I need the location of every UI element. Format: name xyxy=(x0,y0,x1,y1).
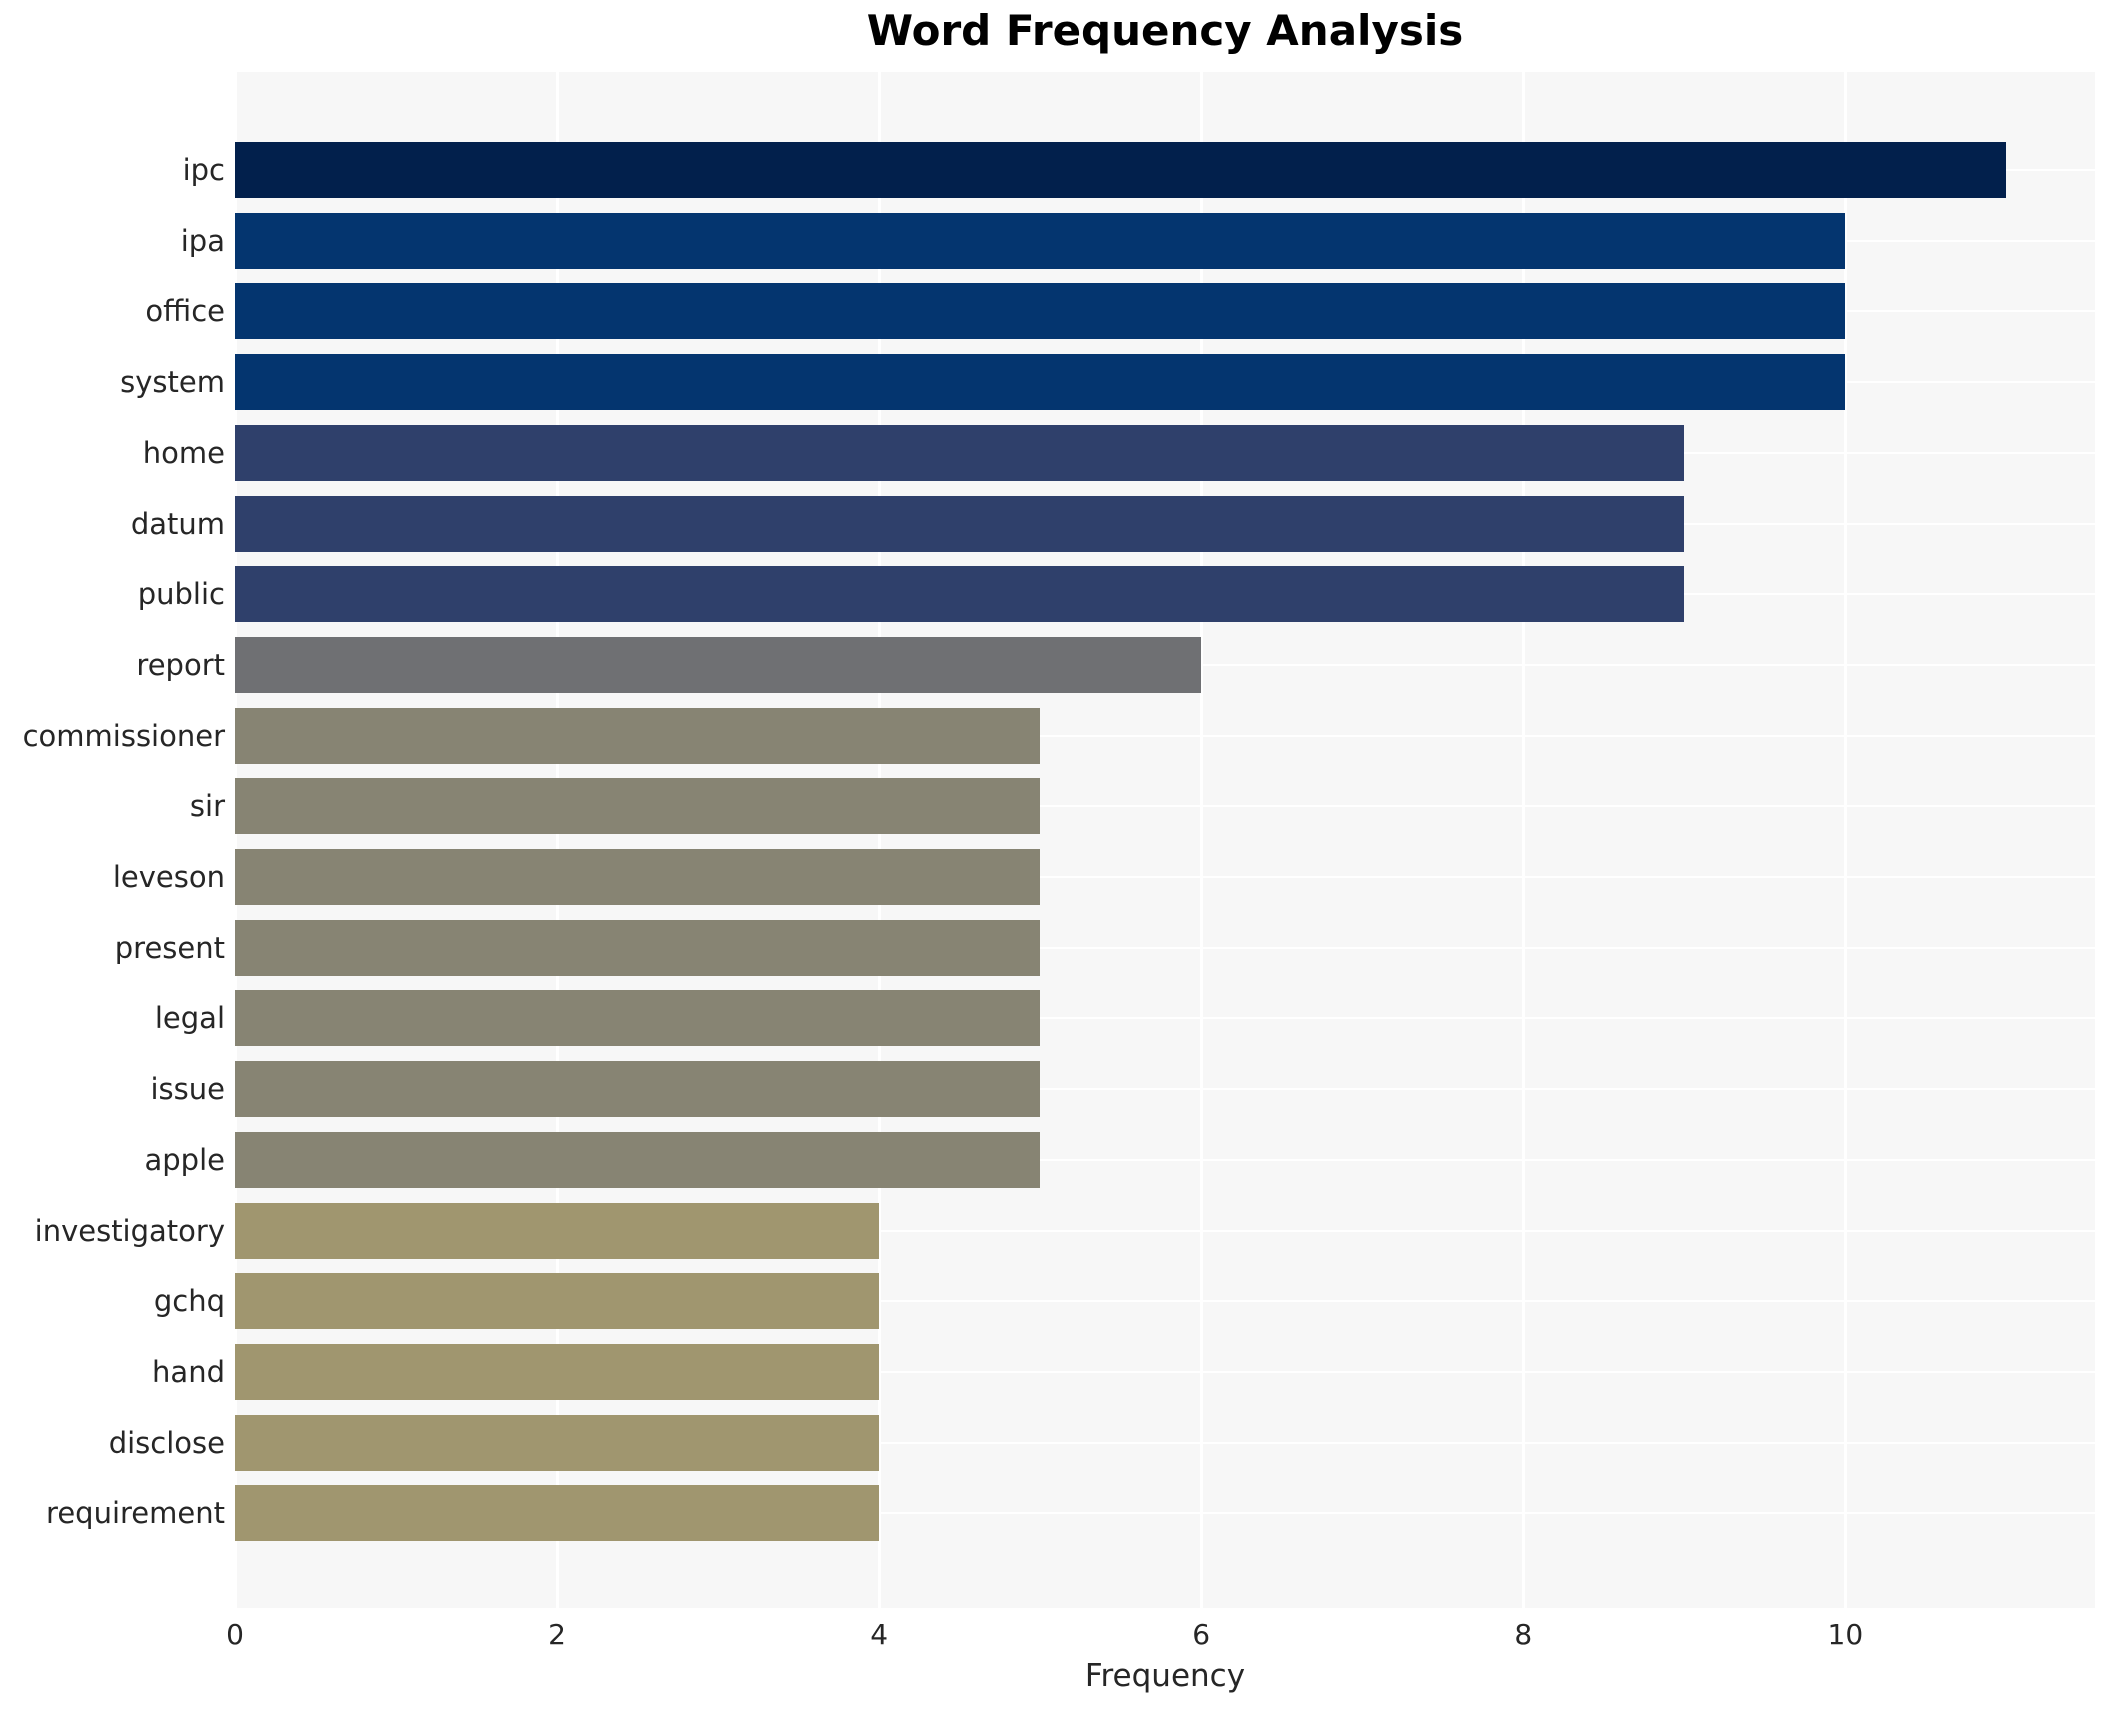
bar-office xyxy=(235,283,1846,340)
chart-title: Word Frequency Analysis xyxy=(866,6,1464,55)
y-gridline xyxy=(235,1017,2095,1020)
y-tick-label-investigatory: investigatory xyxy=(34,1213,225,1248)
y-gridline xyxy=(235,1229,2095,1232)
bar-present xyxy=(235,919,1041,976)
x-gridline-4 xyxy=(877,72,881,1608)
bar-datum xyxy=(235,495,1685,552)
y-tick-label-public: public xyxy=(137,577,225,612)
y-tick-label-legal: legal xyxy=(154,1001,225,1036)
x-gridline-6 xyxy=(1199,72,1203,1608)
y-tick-label-disclose: disclose xyxy=(108,1425,225,1460)
y-tick-label-office: office xyxy=(145,294,225,329)
bar-ipa xyxy=(235,212,1846,269)
y-gridline xyxy=(235,1370,2095,1373)
bar-investigatory xyxy=(235,1202,880,1259)
bar-gchq xyxy=(235,1273,880,1330)
plot-area xyxy=(235,72,2095,1608)
y-tick-label-apple: apple xyxy=(144,1142,226,1177)
y-gridline xyxy=(235,876,2095,878)
y-gridline xyxy=(235,734,2095,737)
bar-leveson xyxy=(235,849,1041,905)
y-tick-label-issue: issue xyxy=(150,1072,226,1107)
y-tick-label-sir: sir xyxy=(189,789,225,824)
y-tick-label-leveson: leveson xyxy=(112,860,225,894)
y-tick-label-ipa: ipa xyxy=(180,223,225,258)
bar-issue xyxy=(235,1061,1041,1118)
y-gridline xyxy=(235,946,2095,949)
x-tick-label: 2 xyxy=(548,1618,566,1651)
y-tick-label-ipc: ipc xyxy=(182,153,225,187)
x-tick-label: 6 xyxy=(1192,1618,1211,1651)
y-tick-label-requirement: requirement xyxy=(46,1496,225,1531)
bar-home xyxy=(235,424,1685,481)
x-tick-label: 10 xyxy=(1827,1618,1864,1651)
y-gridline xyxy=(235,1512,2095,1515)
y-tick-label-report: report xyxy=(136,647,225,682)
bar-commissioner xyxy=(235,707,1041,764)
y-tick-label-gchq: gchq xyxy=(153,1284,225,1319)
y-tick-label-commissioner: commissioner xyxy=(22,718,225,753)
y-gridline xyxy=(235,1158,2095,1161)
bar-legal xyxy=(235,990,1041,1047)
bar-hand xyxy=(235,1343,880,1400)
bar-system xyxy=(235,354,1846,411)
x-tick-label: 8 xyxy=(1514,1618,1533,1651)
y-tick-label-present: present xyxy=(114,930,225,965)
x-gridline-0 xyxy=(235,72,237,1608)
bar-apple xyxy=(235,1131,1041,1188)
x-gridline-10 xyxy=(1843,72,1847,1608)
y-gridline xyxy=(235,1441,2095,1444)
y-tick-label-system: system xyxy=(120,365,225,400)
x-axis-label: Frequency xyxy=(1084,1658,1246,1694)
y-tick-label-datum: datum xyxy=(130,506,225,541)
y-gridline xyxy=(235,1300,2095,1303)
y-tick-label-hand: hand xyxy=(152,1354,225,1389)
bar-requirement xyxy=(235,1485,880,1542)
x-gridline-8 xyxy=(1521,72,1525,1608)
bar-report xyxy=(235,636,1202,693)
y-gridline xyxy=(235,1088,2095,1091)
y-gridline xyxy=(235,805,2095,808)
bar-ipc xyxy=(235,142,2007,198)
bar-public xyxy=(235,566,1685,623)
bar-disclose xyxy=(235,1414,880,1471)
x-gridline-2 xyxy=(555,72,559,1608)
x-tick-label: 4 xyxy=(870,1618,889,1651)
bar-sir xyxy=(235,778,1041,835)
y-tick-label-home: home xyxy=(142,435,225,470)
x-tick-label: 0 xyxy=(226,1618,244,1651)
